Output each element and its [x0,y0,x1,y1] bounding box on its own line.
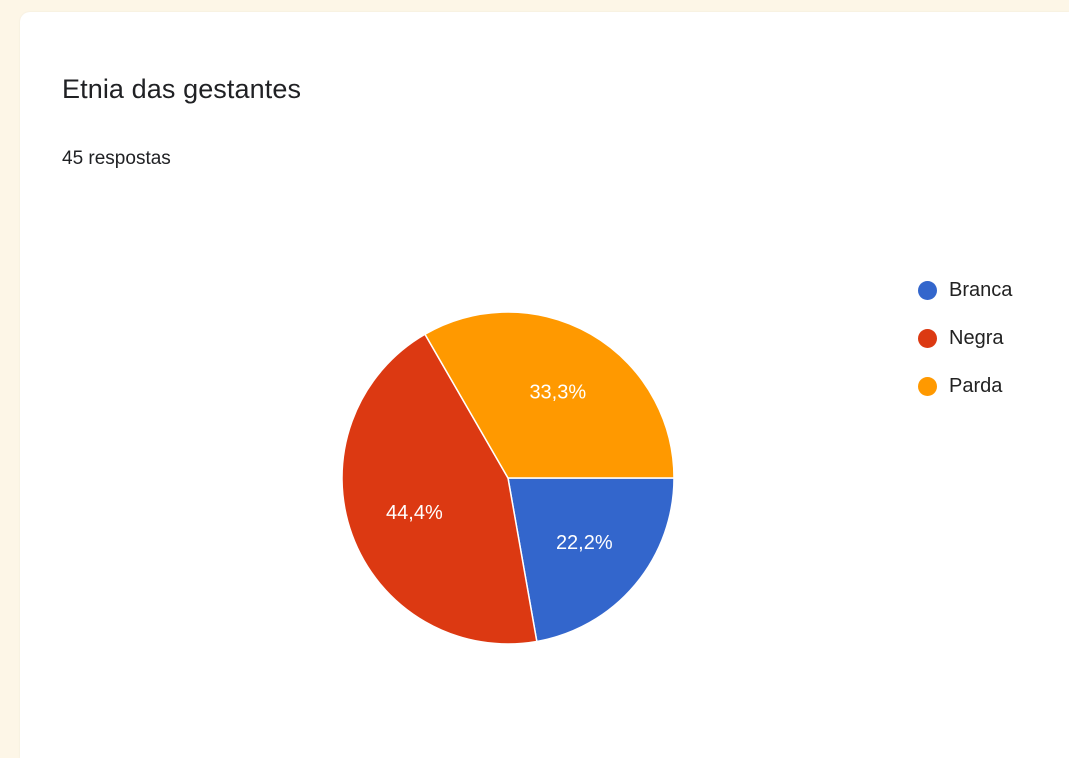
pie-chart: 22,2% 44,4% 33,3% [341,311,675,645]
pie-slice-negra[interactable] [341,333,538,645]
legend-swatch-branca [918,280,937,300]
slice-label-parda: 33,3% [529,382,586,404]
pie-slice-branca[interactable] [507,477,675,643]
slice-label-negra: 44,4% [386,502,443,524]
pie-slice-parda[interactable] [423,311,675,479]
legend-item-branca[interactable]: Branca [918,266,1012,314]
legend-label: Branca [949,278,1013,301]
legend: Branca Negra Parda [918,266,1012,410]
response-count: 45 respostas [62,148,171,169]
legend-swatch-parda [918,376,937,396]
slice-label-branca: 22,2% [556,532,613,554]
chart-title: Etnia das gestantes [62,74,302,104]
legend-swatch-negra [918,328,937,348]
legend-label: Negra [949,326,1004,349]
legend-item-negra[interactable]: Negra [918,314,1012,362]
chart-card: Etnia das gestantes 45 respostas 22,2% 44… [20,12,1069,758]
legend-item-parda[interactable]: Parda [918,362,1012,410]
legend-label: Parda [949,374,1003,397]
